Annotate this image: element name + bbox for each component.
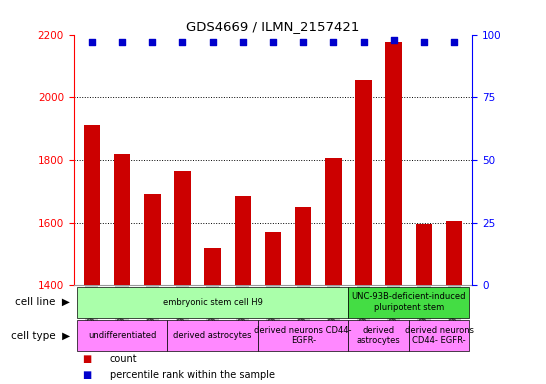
Bar <box>348 320 409 351</box>
Point <box>148 39 157 45</box>
Bar <box>295 207 312 384</box>
Bar <box>446 221 462 384</box>
Point <box>239 39 247 45</box>
Bar <box>144 194 161 384</box>
Bar <box>114 154 130 384</box>
Bar <box>77 320 167 351</box>
Bar <box>265 232 281 384</box>
Bar <box>77 287 348 318</box>
Bar <box>174 171 191 384</box>
Text: count: count <box>110 354 137 364</box>
Text: cell line  ▶: cell line ▶ <box>15 297 70 307</box>
Point <box>178 39 187 45</box>
Point <box>329 39 338 45</box>
Text: derived astrocytes: derived astrocytes <box>174 331 252 340</box>
Bar <box>234 196 251 384</box>
Bar <box>204 248 221 384</box>
Bar <box>409 320 469 351</box>
Text: derived
astrocytes: derived astrocytes <box>357 326 401 345</box>
Text: ■: ■ <box>82 354 91 364</box>
Text: undifferentiated: undifferentiated <box>88 331 156 340</box>
Point <box>208 39 217 45</box>
Text: embryonic stem cell H9: embryonic stem cell H9 <box>163 298 263 306</box>
Point <box>450 39 459 45</box>
Bar <box>258 320 348 351</box>
Bar <box>355 80 372 384</box>
Point <box>117 39 126 45</box>
Bar <box>416 224 432 384</box>
Bar <box>385 42 402 384</box>
Point <box>299 39 307 45</box>
Bar <box>167 320 258 351</box>
Text: percentile rank within the sample: percentile rank within the sample <box>110 369 275 380</box>
Text: ■: ■ <box>82 369 91 380</box>
Text: derived neurons CD44-
EGFR-: derived neurons CD44- EGFR- <box>254 326 352 345</box>
Text: derived neurons
CD44- EGFR-: derived neurons CD44- EGFR- <box>405 326 473 345</box>
Point <box>420 39 429 45</box>
Title: GDS4669 / ILMN_2157421: GDS4669 / ILMN_2157421 <box>186 20 360 33</box>
Bar <box>348 287 469 318</box>
Text: UNC-93B-deficient-induced
pluripotent stem: UNC-93B-deficient-induced pluripotent st… <box>352 293 466 312</box>
Text: cell type  ▶: cell type ▶ <box>10 331 70 341</box>
Point <box>269 39 277 45</box>
Bar <box>325 159 342 384</box>
Point <box>389 36 398 43</box>
Point <box>359 39 368 45</box>
Point <box>87 39 96 45</box>
Bar <box>84 126 100 384</box>
